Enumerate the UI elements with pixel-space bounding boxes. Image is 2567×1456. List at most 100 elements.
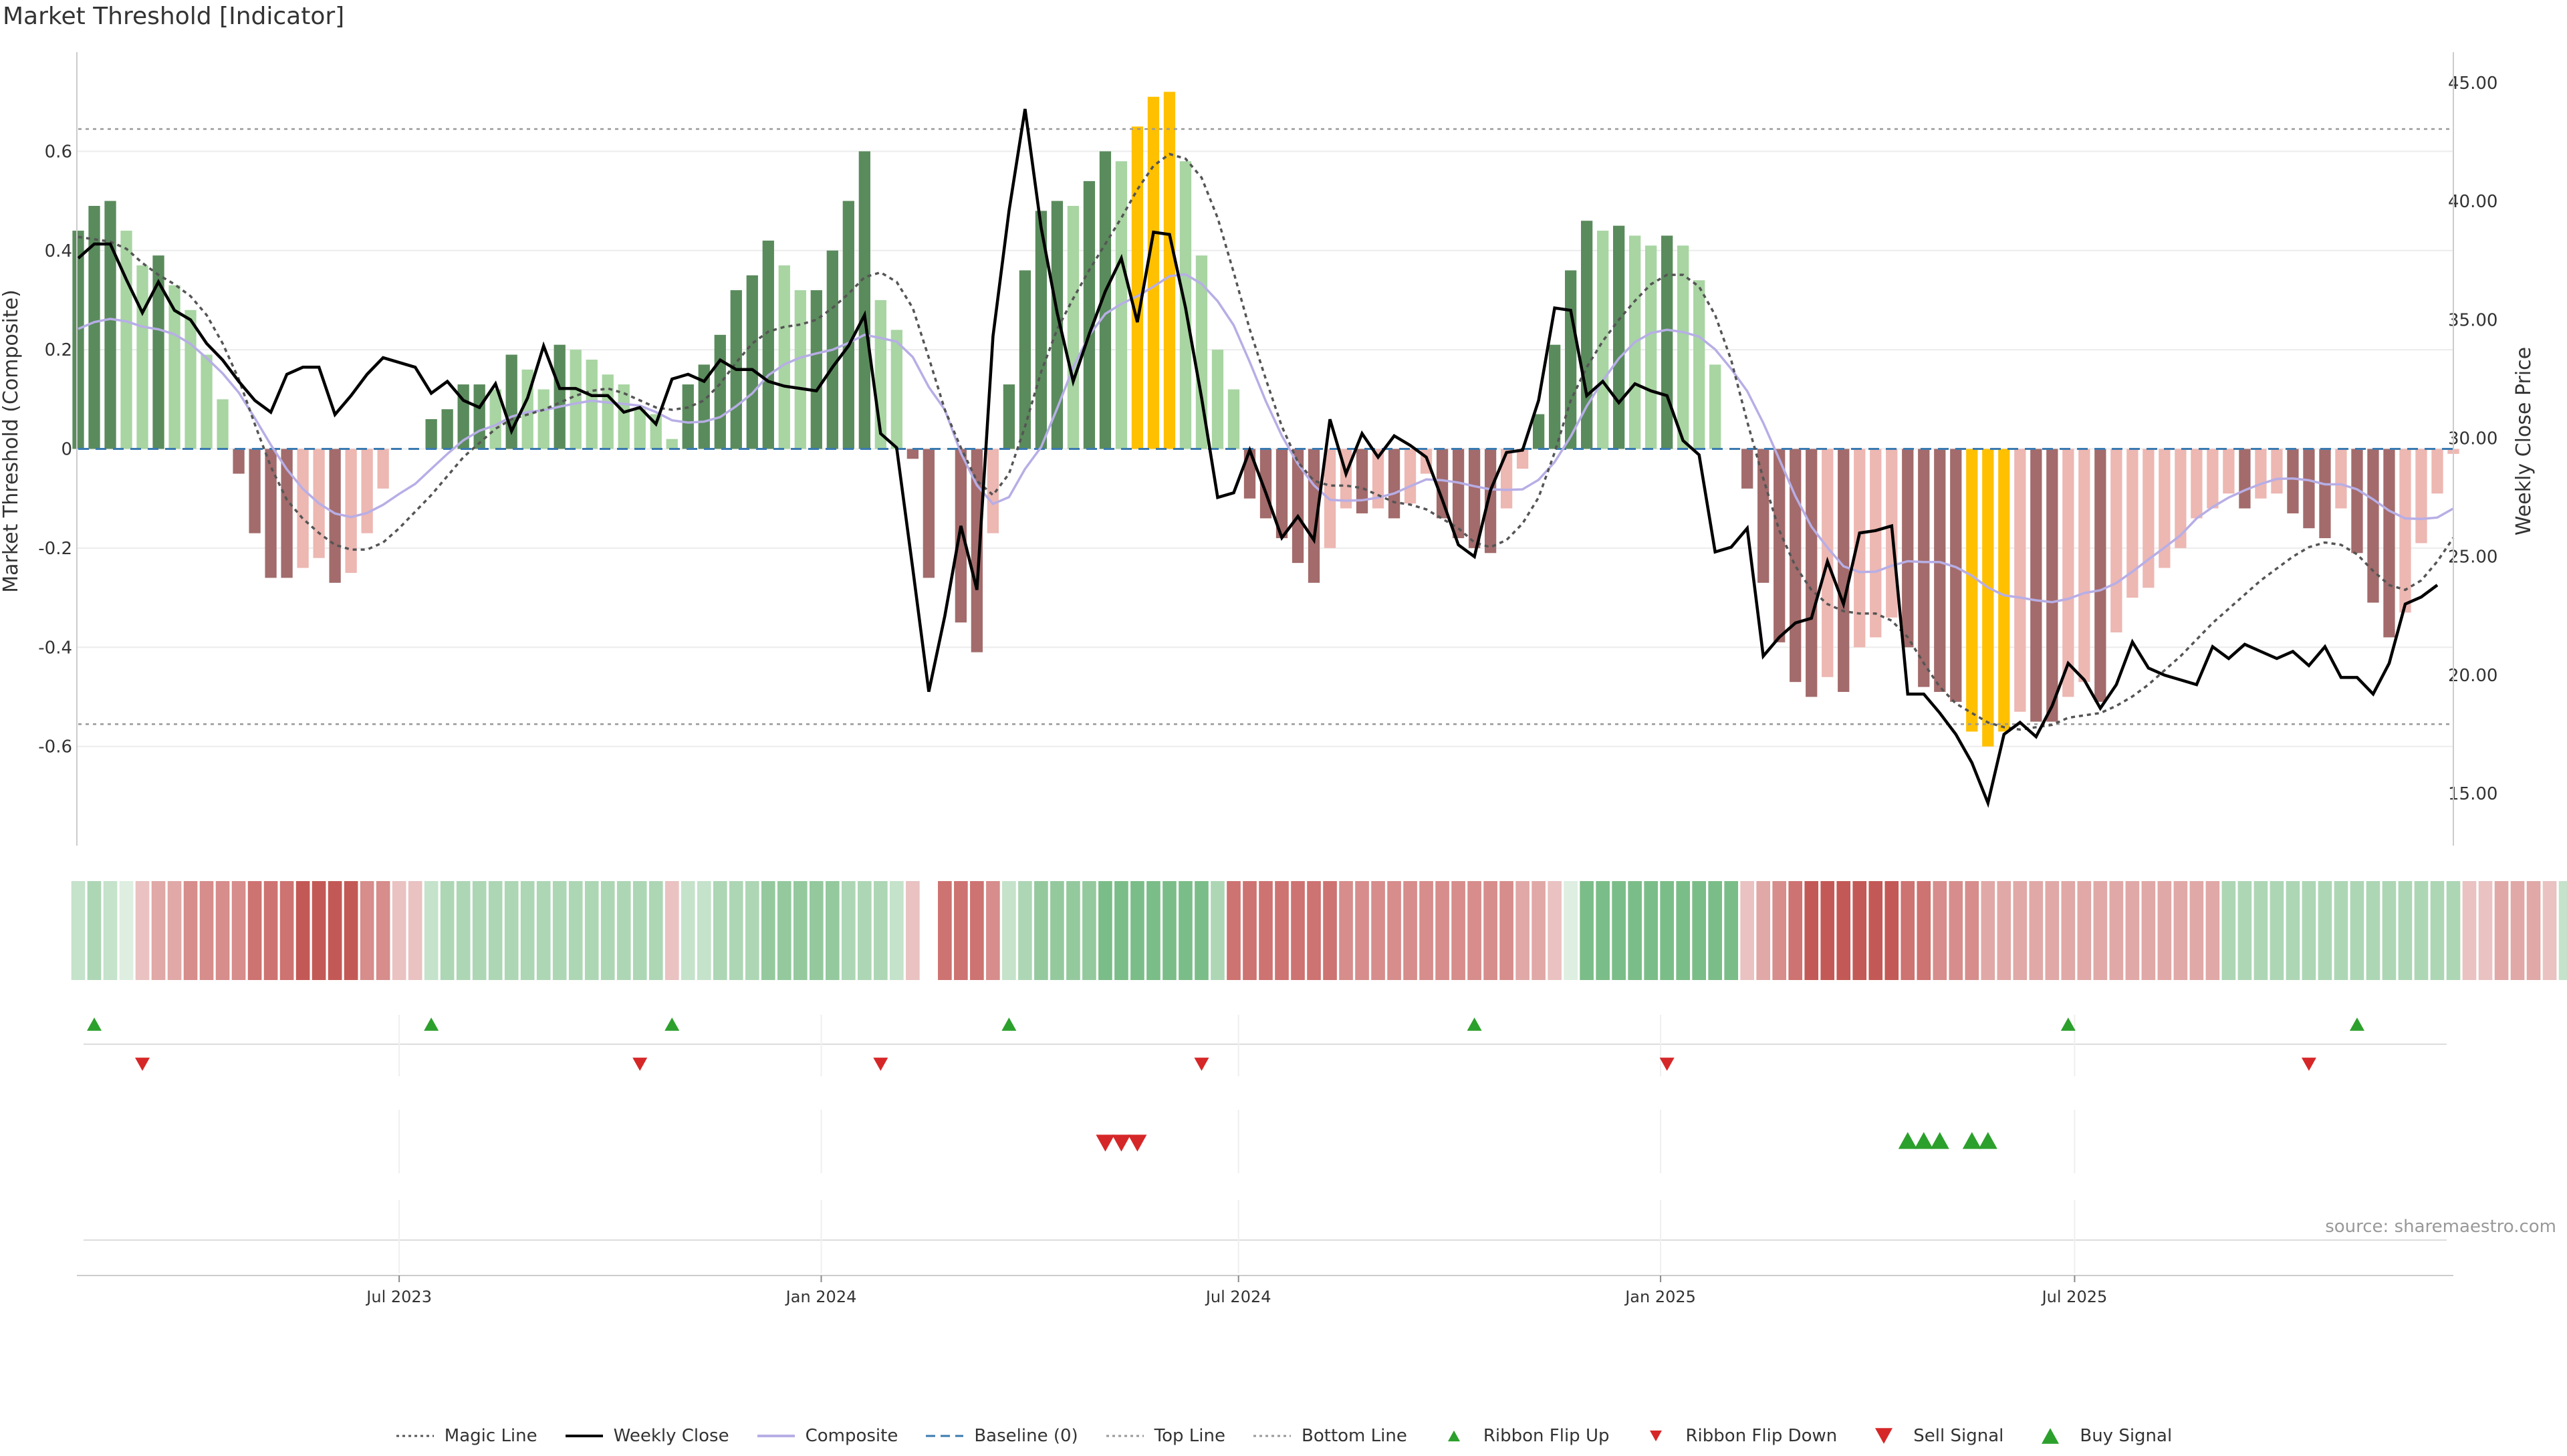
legend-label: Bottom Line xyxy=(1302,1426,1407,1446)
y-tick-label: 0.6 xyxy=(45,142,72,162)
composite-bar xyxy=(1966,449,1978,732)
ribbon-segment xyxy=(2029,881,2044,980)
composite-bar xyxy=(361,449,373,533)
composite-bar xyxy=(1790,449,1802,683)
ribbon-segment xyxy=(71,881,86,980)
ribbon-segment xyxy=(2366,881,2380,980)
ribbon-segment xyxy=(793,881,808,980)
composite-bar xyxy=(2062,449,2074,697)
ribbon-segment xyxy=(2221,881,2236,980)
ribbon-segment xyxy=(1339,881,1353,980)
ribbon-segment xyxy=(2302,881,2316,980)
y-axis-label: Market Threshold (Composite) xyxy=(0,289,23,593)
ribbon-segment xyxy=(536,881,551,980)
composite-bar xyxy=(1356,449,1368,513)
composite-bar xyxy=(2255,449,2267,499)
ribbon-segment xyxy=(2494,881,2509,980)
ribbon-segment xyxy=(1612,881,1626,980)
composite-bar xyxy=(441,409,453,449)
ribbon-segment xyxy=(1323,881,1337,980)
legend-swatch xyxy=(1447,1430,1460,1442)
composite-bar xyxy=(2207,449,2219,509)
composite-bar xyxy=(1211,350,1224,449)
composite-bar xyxy=(810,290,822,449)
sell-signal-marker xyxy=(1112,1134,1131,1152)
composite-bar xyxy=(2078,449,2090,683)
ribbon-segment xyxy=(874,881,888,980)
composite-bar xyxy=(1051,201,1064,449)
composite-bar xyxy=(1275,449,1288,539)
ribbon-segment xyxy=(472,881,487,980)
composite-bar xyxy=(1035,211,1048,449)
magic-line xyxy=(78,152,2455,731)
composite-bar xyxy=(425,418,437,449)
ribbon-segment xyxy=(1820,881,1835,980)
ribbon-segment xyxy=(1708,881,1723,980)
buy-signal-marker xyxy=(1898,1132,1917,1149)
composite-bar xyxy=(1452,449,1465,539)
ribbon-segment xyxy=(2478,881,2493,980)
ribbon-segment xyxy=(2205,881,2220,980)
legend-item: Ribbon Flip Up xyxy=(1434,1426,1610,1446)
y2-tick-label: 20.00 xyxy=(2448,666,2497,686)
composite-bar xyxy=(2271,449,2283,494)
composite-bar xyxy=(168,285,180,449)
ribbon-segment xyxy=(2077,881,2092,980)
ribbon-segment xyxy=(279,881,294,980)
ribbon-segment xyxy=(488,881,503,980)
composite-bar xyxy=(987,449,999,533)
legend-swatch xyxy=(565,1435,603,1437)
composite-bar xyxy=(1934,449,1946,693)
composite-bar xyxy=(2367,449,2379,603)
ribbon-segment xyxy=(2173,881,2188,980)
ribbon-segment xyxy=(761,881,775,980)
composite-bar xyxy=(72,231,84,449)
composite-bar xyxy=(2014,449,2026,712)
composite-bar xyxy=(955,449,967,623)
ribbon-segment xyxy=(713,881,727,980)
composite-bar xyxy=(1195,255,1208,449)
ribbon-segment xyxy=(2189,881,2204,980)
composite-bar xyxy=(2351,449,2363,554)
ribbon-segment xyxy=(376,881,390,980)
ribbon-segment xyxy=(1564,881,1578,980)
ribbon-segment xyxy=(1628,881,1642,980)
x-tick-label: Jul 2024 xyxy=(1205,1288,1271,1306)
composite-bar xyxy=(1950,449,1962,702)
legend-label: Ribbon Flip Up xyxy=(1483,1426,1610,1446)
ribbon-segment xyxy=(328,881,342,980)
ribbon-segment xyxy=(697,881,711,980)
legend-swatch xyxy=(757,1435,795,1437)
composite-bar xyxy=(923,449,935,578)
legend-swatch xyxy=(1253,1435,1291,1437)
composite-bar xyxy=(1677,245,1689,449)
ribbon-segment xyxy=(1114,881,1128,980)
composite-bar xyxy=(1067,205,1080,449)
legend-item: Ribbon Flip Down xyxy=(1636,1426,1837,1446)
ribbon-segment xyxy=(552,881,567,980)
ribbon-flip-markers xyxy=(84,1015,2447,1076)
signal-markers xyxy=(84,1110,2447,1273)
composite-bar xyxy=(473,384,485,449)
legend-label: Magic Line xyxy=(444,1426,537,1446)
legend-swatch xyxy=(1875,1428,1893,1444)
composite-bar xyxy=(1131,126,1144,449)
ribbon-segment xyxy=(1804,881,1819,980)
ribbon-segment xyxy=(2558,881,2567,980)
ribbon-segment xyxy=(1580,881,1594,980)
legend-swatch xyxy=(2042,1428,2060,1444)
y2-tick-label: 40.00 xyxy=(2448,192,2497,212)
composite-bar xyxy=(2126,449,2138,598)
ribbon-flip-down-marker xyxy=(135,1058,150,1071)
ribbon-segment xyxy=(1451,881,1465,980)
composite-bar xyxy=(1613,225,1625,449)
composite-bar xyxy=(329,449,341,583)
ribbon-segment xyxy=(2398,881,2413,980)
ribbon-segment xyxy=(2334,881,2348,980)
composite-bar xyxy=(377,449,389,489)
composite-bar xyxy=(1436,449,1449,519)
ribbon-segment xyxy=(1660,881,1674,980)
ribbon-segment xyxy=(1868,881,1883,980)
ribbon-segment xyxy=(2542,881,2557,980)
ribbon-segment xyxy=(360,881,374,980)
